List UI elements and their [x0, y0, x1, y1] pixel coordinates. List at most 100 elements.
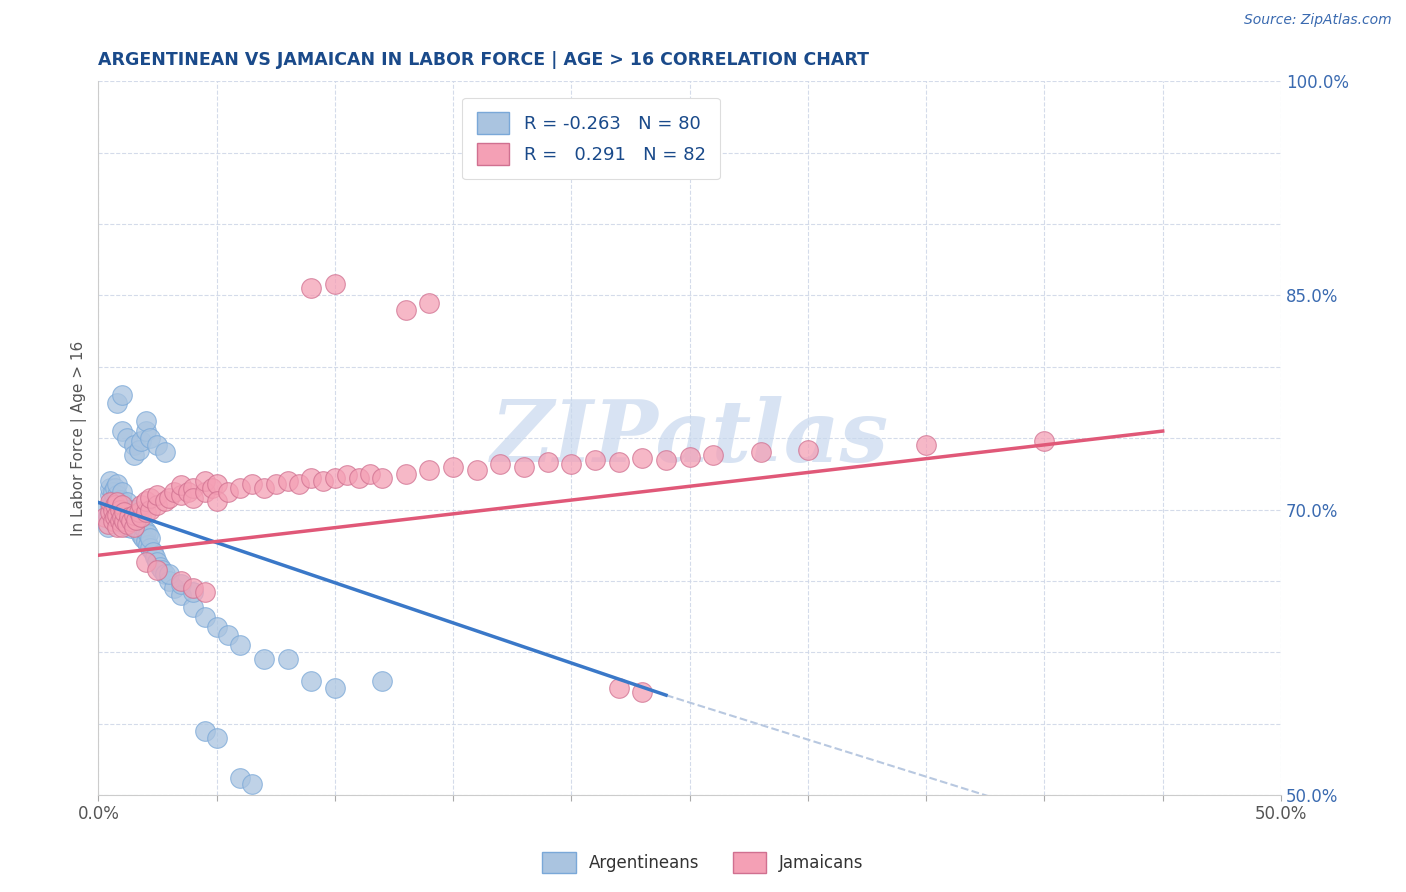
Point	[288, 476, 311, 491]
Point	[128, 524, 150, 538]
Legend: R = -0.263   N = 80, R =   0.291   N = 82: R = -0.263 N = 80, R = 0.291 N = 82	[463, 97, 720, 179]
Point	[94, 509, 117, 524]
Point	[679, 450, 702, 464]
Point	[395, 302, 418, 317]
Point	[98, 488, 121, 502]
Point	[121, 514, 143, 528]
Point	[104, 498, 127, 512]
Point	[101, 495, 124, 509]
Point	[111, 509, 134, 524]
Point	[194, 723, 217, 738]
Point	[749, 445, 772, 459]
Y-axis label: In Labor Force | Age > 16: In Labor Force | Age > 16	[72, 341, 87, 536]
Point	[105, 488, 128, 502]
Point	[132, 531, 155, 545]
Point	[94, 502, 117, 516]
Point	[98, 505, 121, 519]
Point	[205, 494, 228, 508]
Point	[146, 498, 169, 512]
Point	[299, 281, 322, 295]
Point	[122, 438, 145, 452]
Point	[111, 388, 134, 402]
Point	[177, 485, 200, 500]
Point	[181, 599, 204, 614]
Point	[98, 481, 121, 495]
Point	[655, 452, 678, 467]
Point	[418, 295, 440, 310]
Point	[122, 448, 145, 462]
Point	[136, 526, 159, 541]
Point	[111, 424, 134, 438]
Point	[139, 531, 162, 545]
Point	[170, 488, 193, 502]
Point	[153, 494, 176, 508]
Point	[129, 498, 152, 512]
Point	[537, 455, 560, 469]
Point	[347, 471, 370, 485]
Point	[146, 562, 169, 576]
Point	[115, 519, 138, 533]
Point	[139, 502, 162, 516]
Point	[217, 485, 239, 500]
Point	[129, 509, 152, 524]
Point	[118, 509, 141, 524]
Point	[139, 541, 162, 555]
Point	[111, 505, 134, 519]
Point	[323, 471, 346, 485]
Point	[253, 652, 276, 666]
Point	[441, 459, 464, 474]
Point	[135, 414, 157, 428]
Point	[170, 588, 193, 602]
Point	[129, 434, 152, 448]
Point	[194, 609, 217, 624]
Point	[217, 628, 239, 642]
Point	[128, 442, 150, 457]
Point	[312, 474, 335, 488]
Point	[108, 502, 131, 516]
Point	[115, 516, 138, 531]
Point	[264, 476, 287, 491]
Point	[201, 481, 224, 495]
Point	[128, 505, 150, 519]
Point	[157, 566, 180, 581]
Point	[135, 424, 157, 438]
Point	[299, 471, 322, 485]
Point	[489, 457, 512, 471]
Point	[583, 452, 606, 467]
Point	[101, 505, 124, 519]
Point	[98, 498, 121, 512]
Point	[129, 528, 152, 542]
Point	[607, 455, 630, 469]
Point	[153, 445, 176, 459]
Point	[111, 519, 134, 533]
Point	[205, 731, 228, 745]
Point	[194, 485, 217, 500]
Point	[560, 457, 582, 471]
Point	[146, 438, 169, 452]
Point	[205, 476, 228, 491]
Point	[395, 467, 418, 481]
Point	[371, 673, 394, 688]
Point	[465, 462, 488, 476]
Point	[323, 277, 346, 291]
Point	[111, 495, 134, 509]
Point	[121, 509, 143, 524]
Point	[631, 451, 654, 466]
Point	[128, 512, 150, 526]
Point	[229, 638, 252, 652]
Point	[125, 519, 148, 533]
Point	[153, 566, 176, 581]
Point	[112, 514, 135, 528]
Point	[122, 508, 145, 523]
Point	[118, 514, 141, 528]
Point	[277, 474, 299, 488]
Point	[157, 574, 180, 588]
Point	[631, 685, 654, 699]
Point	[135, 533, 157, 548]
Point	[170, 574, 193, 588]
Point	[253, 481, 276, 495]
Point	[157, 491, 180, 505]
Legend: Argentineans, Jamaicans: Argentineans, Jamaicans	[536, 846, 870, 880]
Point	[240, 476, 263, 491]
Point	[146, 488, 169, 502]
